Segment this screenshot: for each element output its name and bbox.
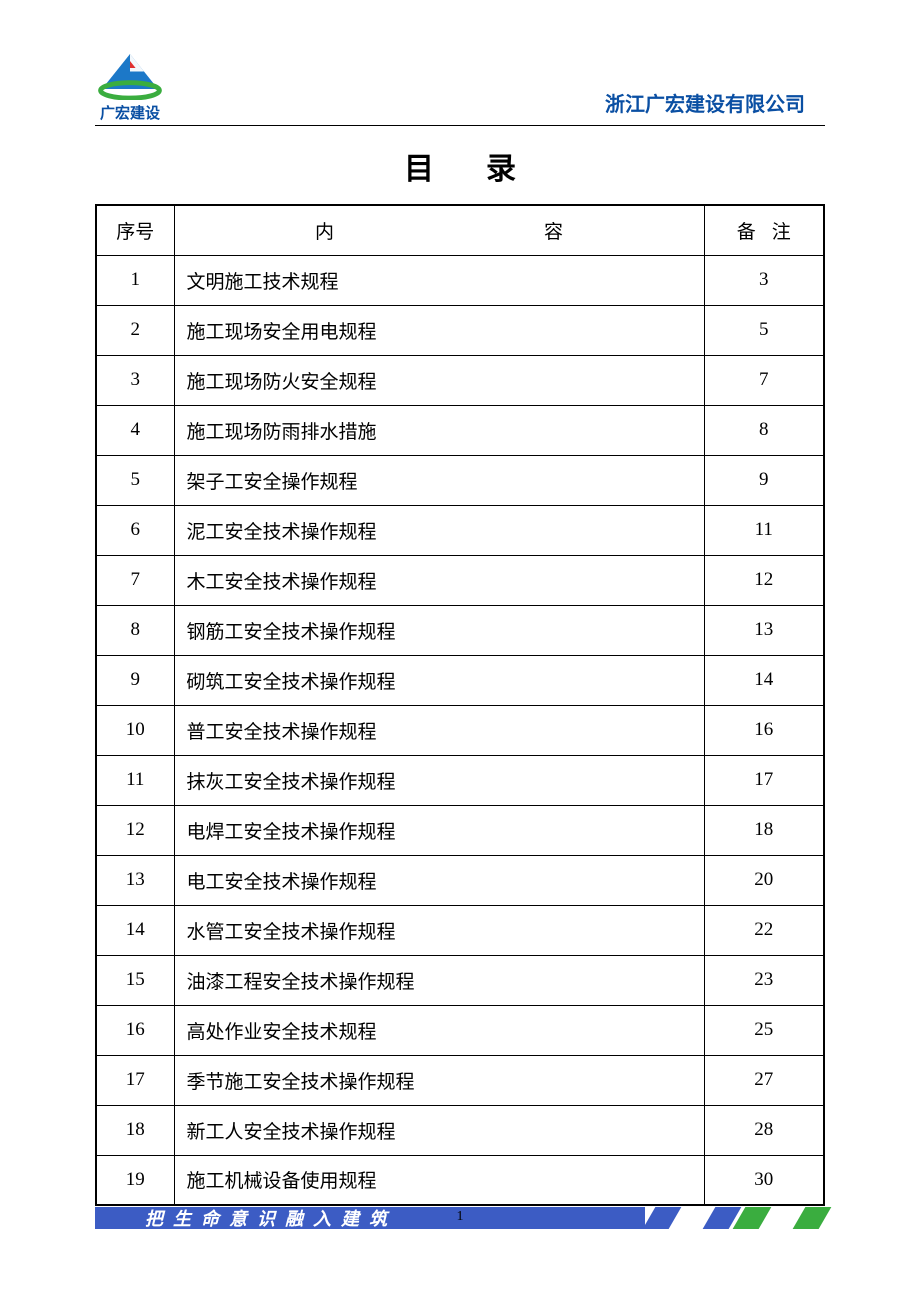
table-row: 1文明施工技术规程3: [96, 255, 824, 305]
cell-content: 抹灰工安全技术操作规程: [174, 755, 704, 805]
cell-seq: 5: [96, 455, 174, 505]
cell-note: 16: [704, 705, 824, 755]
cell-content: 高处作业安全技术规程: [174, 1005, 704, 1055]
cell-note: 22: [704, 905, 824, 955]
table-row: 15油漆工程安全技术操作规程23: [96, 955, 824, 1005]
table-row: 5架子工安全操作规程9: [96, 455, 824, 505]
cell-seq: 1: [96, 255, 174, 305]
toc-table: 序号 内容 备注 1文明施工技术规程32施工现场安全用电规程53施工现场防火安全…: [95, 204, 825, 1206]
col-header-content: 内容: [174, 205, 704, 255]
cell-seq: 6: [96, 505, 174, 555]
cell-note: 28: [704, 1105, 824, 1155]
cell-seq: 2: [96, 305, 174, 355]
cell-note: 30: [704, 1155, 824, 1205]
company-logo-icon: [95, 50, 165, 100]
cell-seq: 10: [96, 705, 174, 755]
table-row: 3施工现场防火安全规程7: [96, 355, 824, 405]
cell-content: 电工安全技术操作规程: [174, 855, 704, 905]
cell-seq: 17: [96, 1055, 174, 1105]
table-row: 2施工现场安全用电规程5: [96, 305, 824, 355]
table-row: 7木工安全技术操作规程12: [96, 555, 824, 605]
cell-content: 普工安全技术操作规程: [174, 705, 704, 755]
cell-note: 3: [704, 255, 824, 305]
cell-note: 27: [704, 1055, 824, 1105]
col-header-seq: 序号: [96, 205, 174, 255]
cell-seq: 9: [96, 655, 174, 705]
cell-seq: 8: [96, 605, 174, 655]
page-footer: 把生命意识融入建筑 1: [95, 1206, 825, 1230]
cell-seq: 18: [96, 1105, 174, 1155]
cell-content: 施工现场安全用电规程: [174, 305, 704, 355]
table-row: 11抹灰工安全技术操作规程17: [96, 755, 824, 805]
cell-content: 新工人安全技术操作规程: [174, 1105, 704, 1155]
cell-note: 8: [704, 405, 824, 455]
table-row: 10普工安全技术操作规程16: [96, 705, 824, 755]
table-row: 13电工安全技术操作规程20: [96, 855, 824, 905]
table-row: 9砌筑工安全技术操作规程14: [96, 655, 824, 705]
cell-note: 23: [704, 955, 824, 1005]
col-header-note: 备注: [704, 205, 824, 255]
cell-seq: 4: [96, 405, 174, 455]
cell-note: 5: [704, 305, 824, 355]
cell-seq: 7: [96, 555, 174, 605]
cell-content: 季节施工安全技术操作规程: [174, 1055, 704, 1105]
cell-content: 施工机械设备使用规程: [174, 1155, 704, 1205]
cell-content: 钢筋工安全技术操作规程: [174, 605, 704, 655]
cell-content: 施工现场防雨排水措施: [174, 405, 704, 455]
cell-content: 架子工安全操作规程: [174, 455, 704, 505]
cell-note: 14: [704, 655, 824, 705]
table-row: 12电焊工安全技术操作规程18: [96, 805, 824, 855]
cell-seq: 12: [96, 805, 174, 855]
cell-content: 文明施工技术规程: [174, 255, 704, 305]
page-number: 1: [457, 1209, 464, 1225]
cell-content: 电焊工安全技术操作规程: [174, 805, 704, 855]
cell-seq: 15: [96, 955, 174, 1005]
cell-note: 20: [704, 855, 824, 905]
cell-seq: 11: [96, 755, 174, 805]
cell-note: 9: [704, 455, 824, 505]
cell-seq: 13: [96, 855, 174, 905]
cell-seq: 16: [96, 1005, 174, 1055]
cell-seq: 3: [96, 355, 174, 405]
table-row: 16高处作业安全技术规程25: [96, 1005, 824, 1055]
table-row: 4施工现场防雨排水措施8: [96, 405, 824, 455]
company-name: 浙江广宏建设有限公司: [605, 88, 825, 123]
table-row: 19施工机械设备使用规程30: [96, 1155, 824, 1205]
cell-note: 17: [704, 755, 824, 805]
page-title: 目录: [95, 144, 825, 188]
footer-bar: 把生命意识融入建筑: [95, 1207, 645, 1229]
cell-note: 25: [704, 1005, 824, 1055]
cell-content: 施工现场防火安全规程: [174, 355, 704, 405]
logo-block: 广宏建设: [95, 50, 165, 123]
cell-content: 砌筑工安全技术操作规程: [174, 655, 704, 705]
table-row: 6泥工安全技术操作规程11: [96, 505, 824, 555]
logo-text: 广宏建设: [100, 102, 160, 123]
cell-note: 11: [704, 505, 824, 555]
cell-content: 木工安全技术操作规程: [174, 555, 704, 605]
cell-note: 7: [704, 355, 824, 405]
page-header: 广宏建设 浙江广宏建设有限公司: [95, 50, 825, 126]
footer-slogan: 把生命意识融入建筑: [145, 1205, 397, 1231]
footer-stripes: [645, 1207, 825, 1229]
cell-note: 12: [704, 555, 824, 605]
table-header-row: 序号 内容 备注: [96, 205, 824, 255]
table-row: 18新工人安全技术操作规程28: [96, 1105, 824, 1155]
table-row: 17季节施工安全技术操作规程27: [96, 1055, 824, 1105]
cell-content: 水管工安全技术操作规程: [174, 905, 704, 955]
table-row: 8钢筋工安全技术操作规程13: [96, 605, 824, 655]
table-row: 14水管工安全技术操作规程22: [96, 905, 824, 955]
cell-content: 油漆工程安全技术操作规程: [174, 955, 704, 1005]
cell-note: 18: [704, 805, 824, 855]
cell-note: 13: [704, 605, 824, 655]
cell-seq: 19: [96, 1155, 174, 1205]
cell-seq: 14: [96, 905, 174, 955]
cell-content: 泥工安全技术操作规程: [174, 505, 704, 555]
